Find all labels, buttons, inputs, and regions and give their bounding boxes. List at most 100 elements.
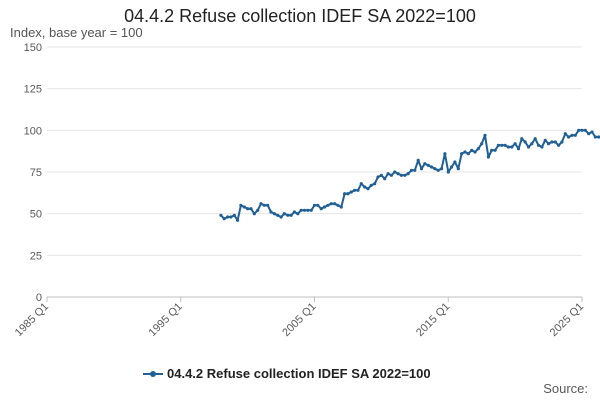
data-point[interactable]: [533, 137, 537, 141]
data-point[interactable]: [409, 168, 414, 172]
data-point[interactable]: [436, 168, 440, 172]
data-point[interactable]: [543, 138, 547, 142]
data-point[interactable]: [503, 143, 507, 147]
data-point[interactable]: [456, 167, 460, 171]
data-point[interactable]: [540, 145, 544, 149]
data-point[interactable]: [289, 213, 293, 217]
data-point[interactable]: [312, 203, 317, 207]
data-point[interactable]: [383, 177, 387, 181]
data-point[interactable]: [466, 152, 470, 156]
data-point[interactable]: [282, 212, 286, 216]
data-point[interactable]: [433, 167, 437, 171]
data-point[interactable]: [567, 135, 571, 139]
data-point[interactable]: [583, 128, 587, 132]
data-point[interactable]: [453, 160, 457, 164]
data-point[interactable]: [500, 143, 504, 147]
data-point[interactable]: [590, 130, 594, 134]
data-point[interactable]: [530, 142, 534, 146]
data-point[interactable]: [560, 140, 564, 144]
data-point[interactable]: [593, 135, 598, 139]
data-point[interactable]: [262, 203, 266, 207]
data-point[interactable]: [573, 133, 577, 137]
data-point[interactable]: [326, 203, 330, 207]
data-point[interactable]: [292, 210, 296, 214]
data-point[interactable]: [373, 182, 377, 186]
data-point[interactable]: [547, 142, 551, 146]
data-point[interactable]: [256, 208, 260, 212]
data-point[interactable]: [269, 210, 273, 214]
data-point[interactable]: [470, 148, 474, 152]
data-point[interactable]: [339, 205, 343, 209]
data-point[interactable]: [386, 172, 390, 176]
data-point[interactable]: [513, 142, 517, 146]
data-point[interactable]: [553, 140, 557, 144]
data-point[interactable]: [486, 155, 490, 159]
data-point[interactable]: [597, 135, 600, 139]
data-point[interactable]: [563, 132, 567, 136]
data-point[interactable]: [272, 212, 276, 216]
data-point[interactable]: [276, 213, 280, 217]
data-point[interactable]: [570, 133, 574, 137]
data-point[interactable]: [279, 215, 283, 219]
data-point[interactable]: [520, 137, 524, 141]
data-point[interactable]: [346, 192, 350, 196]
data-point[interactable]: [376, 175, 380, 179]
data-point[interactable]: [460, 152, 464, 156]
data-point[interactable]: [523, 140, 527, 144]
data-point[interactable]: [359, 182, 363, 186]
data-point[interactable]: [242, 205, 246, 209]
data-point[interactable]: [296, 212, 300, 216]
data-point[interactable]: [236, 218, 240, 222]
data-point[interactable]: [396, 172, 400, 176]
data-point[interactable]: [222, 217, 226, 221]
data-point[interactable]: [252, 212, 256, 216]
data-point[interactable]: [480, 142, 484, 146]
data-point[interactable]: [557, 143, 561, 147]
data-point[interactable]: [443, 152, 447, 156]
data-point[interactable]: [476, 147, 480, 151]
data-point[interactable]: [403, 173, 407, 177]
data-point[interactable]: [229, 215, 233, 219]
data-point[interactable]: [369, 183, 373, 187]
data-point[interactable]: [429, 165, 434, 169]
data-point[interactable]: [226, 215, 230, 219]
data-point[interactable]: [393, 170, 397, 174]
data-point[interactable]: [389, 173, 393, 177]
data-point[interactable]: [516, 147, 521, 151]
data-point[interactable]: [379, 173, 383, 177]
data-point[interactable]: [266, 203, 270, 207]
data-point[interactable]: [309, 208, 313, 212]
data-point[interactable]: [316, 203, 320, 207]
data-point[interactable]: [416, 158, 420, 162]
data-point[interactable]: [366, 187, 370, 191]
data-point[interactable]: [473, 150, 477, 154]
data-point[interactable]: [413, 168, 417, 172]
data-point[interactable]: [306, 208, 310, 212]
data-point[interactable]: [363, 185, 367, 189]
data-point[interactable]: [446, 170, 450, 174]
data-point[interactable]: [336, 203, 340, 207]
legend[interactable]: 04.4.2 Refuse collection IDEF SA 2022=10…: [143, 366, 431, 381]
data-point[interactable]: [406, 172, 410, 176]
data-point[interactable]: [580, 128, 584, 132]
data-point[interactable]: [550, 140, 554, 144]
data-point[interactable]: [426, 163, 430, 167]
data-point[interactable]: [329, 202, 333, 206]
data-point[interactable]: [333, 202, 337, 206]
data-point[interactable]: [399, 173, 403, 177]
data-point[interactable]: [587, 132, 591, 136]
data-point[interactable]: [239, 203, 243, 207]
data-point[interactable]: [419, 167, 424, 171]
data-point[interactable]: [463, 150, 467, 154]
data-point[interactable]: [286, 213, 290, 217]
data-point[interactable]: [302, 208, 307, 212]
data-point[interactable]: [356, 188, 360, 192]
data-point[interactable]: [246, 207, 250, 211]
data-point[interactable]: [322, 205, 327, 209]
data-point[interactable]: [483, 133, 487, 137]
data-point[interactable]: [343, 192, 347, 196]
data-point[interactable]: [490, 148, 494, 152]
data-point[interactable]: [299, 208, 303, 212]
data-point[interactable]: [249, 207, 253, 211]
data-point[interactable]: [450, 165, 454, 169]
